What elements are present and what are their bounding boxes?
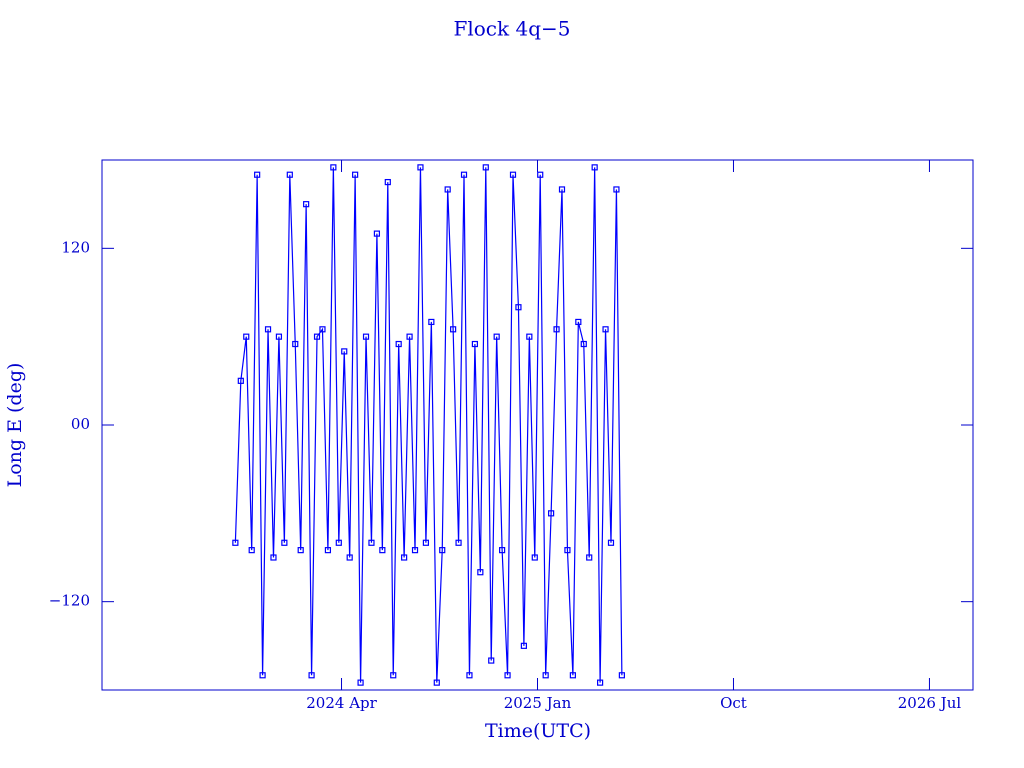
point-marker — [232, 539, 239, 546]
x-tick-label: 2024 Apr — [306, 694, 377, 712]
point-marker — [466, 672, 473, 679]
point-marker — [341, 348, 348, 355]
point-marker — [586, 554, 593, 561]
point-marker — [335, 539, 342, 546]
point-marker — [526, 333, 533, 340]
point-marker — [346, 554, 353, 561]
point-marker — [597, 679, 604, 686]
point-marker — [324, 547, 332, 554]
point-marker — [591, 164, 598, 171]
point-marker — [460, 171, 468, 178]
point-marker — [303, 201, 310, 208]
point-marker — [477, 569, 484, 576]
point-marker — [286, 171, 293, 178]
point-marker — [330, 164, 337, 171]
point-marker — [417, 164, 424, 171]
point-marker — [395, 340, 402, 348]
point-marker — [471, 340, 478, 348]
point-marker — [520, 642, 527, 649]
point-marker — [493, 333, 500, 340]
point-marker — [362, 333, 370, 340]
y-tick-label: 00 — [71, 415, 90, 433]
point-marker — [548, 510, 555, 517]
point-marker — [558, 186, 566, 193]
point-marker — [313, 333, 321, 340]
point-marker — [368, 539, 375, 546]
y-axis-label: Long E (deg) — [4, 363, 26, 488]
point-marker — [580, 340, 587, 348]
point-marker — [275, 333, 283, 340]
point-marker — [444, 186, 451, 193]
point-marker — [254, 171, 261, 178]
point-marker — [509, 171, 517, 178]
point-marker — [237, 377, 244, 384]
point-marker — [401, 554, 408, 561]
point-marker — [553, 326, 560, 333]
point-marker — [264, 326, 272, 333]
point-marker — [618, 672, 625, 679]
point-marker — [308, 672, 315, 679]
point-marker — [537, 171, 544, 178]
x-tick-label: Oct — [720, 694, 747, 712]
point-marker — [297, 547, 304, 554]
point-marker — [422, 539, 430, 546]
x-tick-label: 2026 Jul — [898, 694, 962, 712]
point-marker — [270, 554, 277, 561]
point-marker — [482, 164, 489, 171]
point-marker — [531, 554, 538, 561]
point-marker — [259, 672, 266, 679]
point-marker — [542, 672, 549, 679]
chart-title: Flock 4q−5 — [453, 17, 570, 41]
point-marker — [411, 547, 419, 554]
plot-frame — [101, 159, 974, 691]
point-marker — [292, 340, 299, 348]
point-marker — [499, 547, 506, 554]
point-marker — [607, 539, 615, 546]
x-tick-label: 2025 Jan — [504, 694, 572, 712]
point-marker — [281, 539, 288, 546]
point-marker — [319, 326, 326, 333]
point-marker — [384, 178, 391, 186]
point-marker — [357, 679, 364, 686]
point-marker — [564, 547, 571, 554]
point-marker — [515, 304, 522, 311]
point-marker — [504, 672, 511, 679]
y-tick-label: 120 — [61, 238, 90, 256]
point-marker — [450, 326, 457, 333]
point-marker — [390, 672, 397, 679]
point-marker — [488, 657, 495, 664]
y-tick-label: −120 — [49, 592, 90, 610]
point-marker — [352, 171, 359, 178]
point-marker — [602, 326, 609, 333]
point-marker — [406, 333, 413, 340]
point-marker — [613, 186, 620, 193]
point-marker — [428, 318, 435, 326]
point-marker — [248, 547, 255, 554]
point-marker — [569, 672, 576, 679]
point-marker — [373, 230, 381, 237]
series-line — [234, 167, 623, 683]
point-marker — [575, 318, 582, 326]
x-axis-label: Time(UTC) — [485, 720, 591, 742]
point-marker — [439, 547, 446, 554]
point-marker — [379, 547, 386, 554]
point-marker — [243, 333, 250, 340]
point-marker — [455, 539, 462, 546]
point-marker — [433, 679, 440, 686]
